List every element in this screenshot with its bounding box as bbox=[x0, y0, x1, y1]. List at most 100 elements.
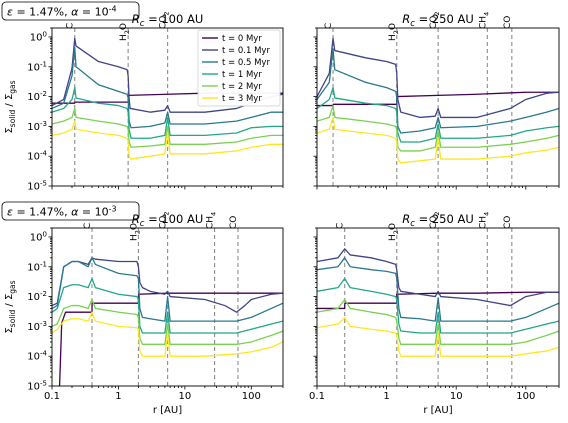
snowline-subscript: 4 bbox=[210, 212, 218, 216]
snowline-species: H bbox=[388, 234, 398, 241]
row-label-1: ε = 1.47%, α = 10-3 bbox=[1, 201, 140, 221]
y-tick-label: 10-5 bbox=[27, 380, 47, 393]
legend-frame bbox=[197, 29, 281, 107]
panel-title: Rc = 100 AU bbox=[132, 212, 204, 229]
title-value: = 250 AU bbox=[415, 12, 474, 26]
alpha-exponent: -4 bbox=[109, 5, 117, 14]
title-variable: R bbox=[402, 212, 410, 226]
y-tick-base: 10 bbox=[27, 262, 40, 273]
series-line-3 bbox=[317, 86, 559, 143]
x-tick-label: 100 bbox=[242, 391, 261, 402]
y-tick-exponent: -4 bbox=[40, 350, 48, 358]
title-subscript: c bbox=[410, 19, 415, 29]
series-line-1 bbox=[317, 37, 559, 119]
ylabel-slash: / Σ bbox=[4, 294, 15, 310]
ylabel-solid: solid bbox=[8, 310, 17, 328]
ylabel-sigma: Σ bbox=[4, 327, 15, 333]
snowline-subscript: 2 bbox=[392, 30, 400, 34]
series-line-5 bbox=[317, 116, 559, 164]
y-tick-label: 10-1 bbox=[27, 260, 47, 273]
row-label-box bbox=[1, 201, 140, 221]
legend-item: t = 3 Myr bbox=[202, 94, 262, 104]
snowline-label: C bbox=[66, 23, 76, 29]
series-line-1 bbox=[52, 37, 283, 113]
snowline-label: H2O bbox=[119, 23, 131, 41]
legend-item: t = 0 Myr bbox=[202, 34, 262, 44]
snowline-subscript: 2 bbox=[392, 230, 400, 234]
title-subscript: c bbox=[410, 219, 415, 229]
y-tick-base: 10 bbox=[27, 152, 40, 163]
title-subscript: c bbox=[140, 219, 145, 229]
y-tick-base: 10 bbox=[27, 182, 40, 193]
y-tick-exponent: -2 bbox=[40, 90, 47, 98]
legend-item: t = 2 Myr bbox=[202, 82, 262, 92]
y-tick-exponent: 0 bbox=[43, 230, 47, 238]
snowline-subscript: 2 bbox=[163, 211, 171, 215]
series-line-5 bbox=[52, 120, 283, 160]
x-tick-label: 100 bbox=[516, 391, 535, 402]
snowline-label: CH4 bbox=[206, 212, 218, 229]
title-variable: R bbox=[132, 12, 140, 26]
alpha-base: = 10 bbox=[78, 206, 108, 219]
title-variable: R bbox=[132, 212, 140, 226]
snowline-subscript: 4 bbox=[482, 12, 490, 16]
snowline-species: CH bbox=[478, 216, 488, 229]
snowline-label: CO bbox=[503, 16, 513, 29]
snowline-tail: O bbox=[129, 223, 139, 230]
series-line-5 bbox=[317, 316, 559, 357]
series-group bbox=[52, 257, 283, 386]
x-tick-label: 0.1 bbox=[44, 391, 60, 402]
row-label-text: ε = 1.47%, α = 10-4 bbox=[7, 5, 117, 19]
snowline-label: C bbox=[324, 23, 334, 29]
row-label-text: ε = 1.47%, α = 10-3 bbox=[7, 205, 117, 219]
row-label-box bbox=[1, 1, 140, 21]
y-tick-label: 10-4 bbox=[27, 350, 47, 363]
ylabel-gas: gas bbox=[8, 280, 17, 293]
snowline-species: C bbox=[324, 23, 334, 29]
legend-item: t = 0.5 Myr bbox=[202, 58, 270, 68]
y-tick-label: 10-1 bbox=[27, 60, 47, 73]
legend-item: t = 0.1 Myr bbox=[202, 46, 270, 56]
epsilon-symbol: ε bbox=[7, 206, 13, 219]
legend-item: t = 1 Myr bbox=[202, 70, 262, 80]
y-tick-base: 10 bbox=[27, 62, 40, 73]
title-value: = 100 AU bbox=[144, 212, 203, 226]
y-tick-label: 10-4 bbox=[27, 150, 47, 163]
y-tick-exponent: -1 bbox=[40, 260, 47, 268]
snowline-species: H bbox=[388, 34, 398, 41]
snowline-label: H2O bbox=[129, 223, 141, 241]
x-axis-label: r [AU] bbox=[153, 405, 182, 416]
panel-title: Rc = 100 AU bbox=[132, 12, 204, 29]
y-tick-exponent: 0 bbox=[43, 30, 47, 38]
y-tick-base: 10 bbox=[27, 122, 40, 133]
snowline-label: CO2 bbox=[159, 211, 171, 229]
ylabel-sigma: Σ bbox=[4, 127, 15, 133]
snowline-subscript: 2 bbox=[433, 11, 441, 15]
panel-title: Rc = 250 AU bbox=[402, 212, 474, 229]
y-tick-exponent: -3 bbox=[40, 320, 47, 328]
y-tick-exponent: -1 bbox=[40, 60, 47, 68]
y-tick-base: 10 bbox=[27, 92, 40, 103]
axis-frame bbox=[51, 27, 284, 187]
y-tick-base: 10 bbox=[27, 382, 40, 393]
snowline-label: CO bbox=[229, 216, 239, 229]
legend-label: t = 0.5 Myr bbox=[222, 58, 270, 68]
series-group bbox=[317, 248, 559, 357]
legend-label: t = 0.1 Myr bbox=[222, 46, 270, 56]
series-line-0 bbox=[317, 291, 559, 310]
snowline-species: C bbox=[83, 223, 93, 229]
alpha-exponent: -3 bbox=[109, 205, 117, 214]
snowline-subscript: 2 bbox=[163, 11, 171, 15]
row-label-0: ε = 1.47%, α = 10-4 bbox=[1, 1, 140, 21]
legend-label: t = 0 Myr bbox=[222, 34, 262, 44]
snowline-subscript: 2 bbox=[123, 30, 131, 34]
y-tick-exponent: -2 bbox=[40, 290, 47, 298]
x-tick-label: 10 bbox=[179, 391, 192, 402]
snowline-label: H2O bbox=[388, 223, 400, 241]
ylabel-gas: gas bbox=[8, 80, 17, 93]
snowline-label: CO2 bbox=[159, 11, 171, 29]
snowline-species: H bbox=[119, 34, 129, 41]
